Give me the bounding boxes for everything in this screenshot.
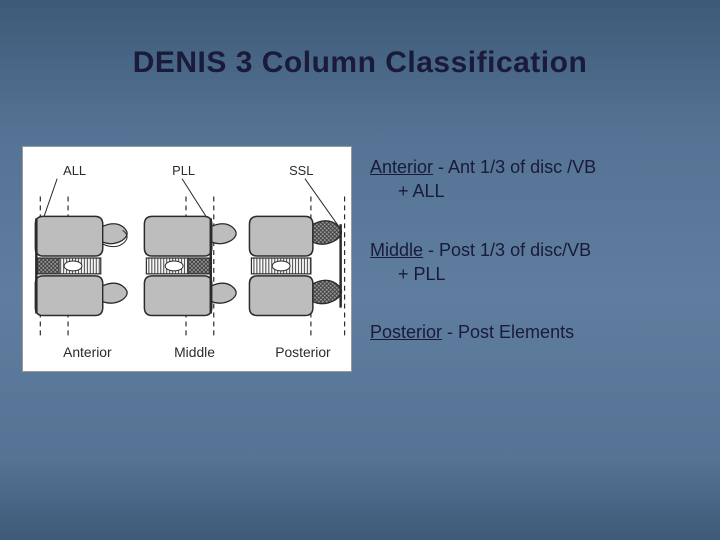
bullet-list: Anterior - Ant 1/3 of disc /VB + ALL Mid… <box>370 155 700 378</box>
column-label-posterior: Posterior <box>275 344 331 360</box>
bullet-key: Posterior <box>370 322 442 342</box>
ligament-label-all: ALL <box>63 163 86 178</box>
vertebra-upper <box>35 216 127 256</box>
bullet-cont: + PLL <box>370 262 700 286</box>
bullet-key: Middle <box>370 240 423 260</box>
bullet-anterior: Anterior - Ant 1/3 of disc /VB + ALL <box>370 155 700 204</box>
column-posterior: SSL Posterior <box>249 163 344 360</box>
disc <box>37 258 100 274</box>
vertebra-lower <box>35 276 127 316</box>
bullet-cont: + ALL <box>370 179 700 203</box>
column-label-anterior: Anterior <box>63 344 112 360</box>
column-anterior: ALL <box>35 163 127 360</box>
column-middle: PLL Middle <box>144 163 236 360</box>
bullet-posterior: Posterior - Post Elements <box>370 320 700 344</box>
three-column-diagram: ALL <box>22 146 352 372</box>
bullet-rest: - Post 1/3 of disc/VB <box>423 240 591 260</box>
slide-title: DENIS 3 Column Classification <box>0 46 720 80</box>
diagram-svg: ALL <box>23 147 351 371</box>
bullet-middle: Middle - Post 1/3 of disc/VB + PLL <box>370 238 700 287</box>
ligament-label-ssl: SSL <box>289 163 313 178</box>
ligament-label-pll: PLL <box>172 163 195 178</box>
bullet-rest: - Post Elements <box>442 322 574 342</box>
bullet-rest: - Ant 1/3 of disc /VB <box>433 157 596 177</box>
column-label-middle: Middle <box>174 344 215 360</box>
bullet-key: Anterior <box>370 157 433 177</box>
